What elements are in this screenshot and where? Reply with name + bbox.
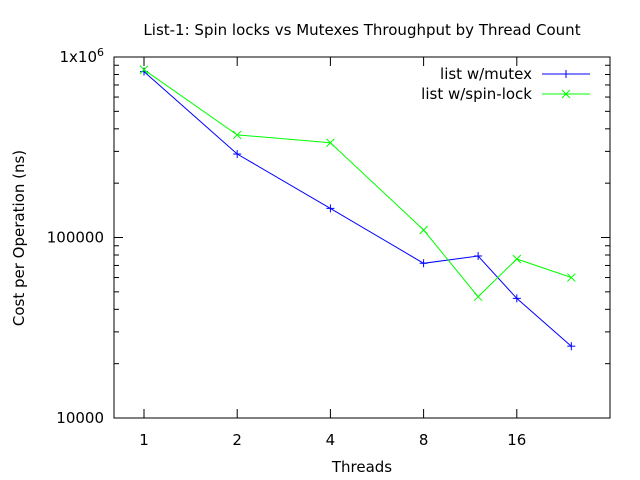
- x-tick-label: 4: [326, 431, 336, 449]
- x-tick-label: 8: [419, 431, 429, 449]
- y-tick-label: 100000: [47, 229, 104, 247]
- data-point-series-2: [139, 65, 149, 75]
- x-tick-label: 1: [139, 431, 149, 449]
- legend-label-1: list w/mutex: [440, 65, 532, 83]
- data-point-series-2: [419, 225, 428, 235]
- data-point-series-2: [326, 138, 335, 148]
- legend-label-2: list w/spin-lock: [421, 85, 532, 103]
- x-tick-label: 16: [507, 431, 526, 449]
- y-axis-label: Cost per Operation (ns): [10, 150, 28, 326]
- chart-title: List-1: Spin locks vs Mutexes Throughput…: [143, 21, 580, 39]
- legend-marker-2: [561, 89, 571, 99]
- series-line-2: [143, 69, 572, 298]
- y-tick-label: 1x106: [59, 46, 104, 66]
- data-point-series-2: [232, 130, 242, 140]
- plot-area: 10000 100000 1x106 1 2 4 8 16 list w/mutex list w…: [47, 46, 611, 449]
- x-tick-label: 2: [232, 431, 242, 449]
- data-point-series-2: [473, 292, 483, 302]
- x-axis-label: Threads: [331, 458, 392, 476]
- series-line-1: [143, 71, 572, 347]
- data-point-series-2: [566, 273, 576, 282]
- data-point-series-2: [512, 254, 522, 264]
- y-tick-label: 10000: [56, 409, 104, 427]
